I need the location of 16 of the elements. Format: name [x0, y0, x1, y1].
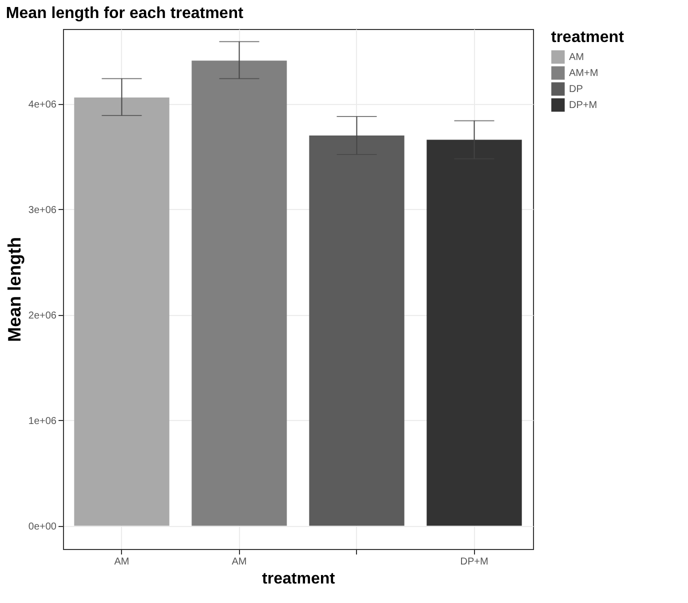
- legend-label: DP+M: [569, 100, 598, 111]
- chart-title: Mean length for each treatment: [6, 5, 244, 22]
- y-axis-title: Mean length: [4, 236, 24, 342]
- y-tick-label: 2e+06: [28, 310, 57, 322]
- x-axis-title: treatment: [262, 570, 336, 588]
- y-tick-label: 0e+00: [28, 521, 57, 532]
- y-tick-label: 1e+06: [28, 416, 57, 427]
- legend-label: DP: [569, 84, 584, 95]
- legend-label: AM: [569, 52, 584, 63]
- x-tick-label: AM: [232, 556, 247, 568]
- x-tick-label: AM: [114, 556, 130, 568]
- y-tick-label: 3e+06: [28, 204, 57, 216]
- legend-label: AM+M: [569, 68, 598, 79]
- x-tick-label: DP+M: [460, 556, 488, 568]
- y-tick-label: 4e+06: [28, 99, 57, 110]
- legend-title: treatment: [551, 29, 625, 46]
